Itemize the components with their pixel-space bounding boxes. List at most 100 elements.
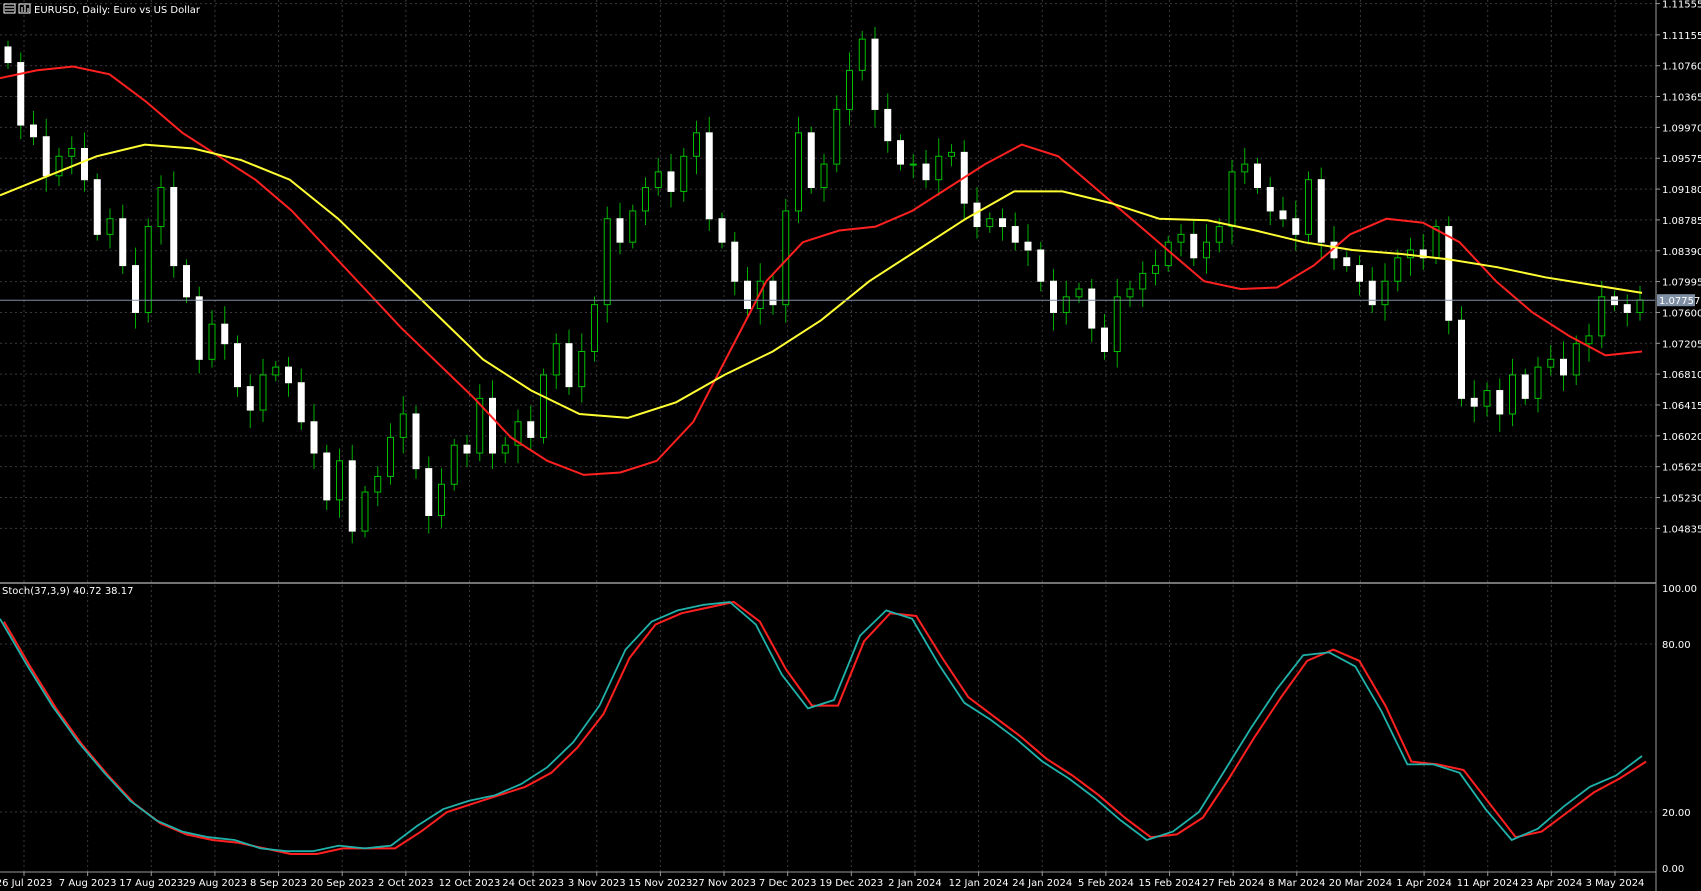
ma-fast-line: [0, 65, 1643, 476]
candle-up: [986, 218, 994, 228]
price-tick-label: 1.06810: [1662, 370, 1701, 381]
candle-down: [93, 179, 101, 235]
candle-up: [591, 304, 598, 352]
candle-down: [897, 140, 904, 165]
candle-down: [119, 218, 127, 267]
price-tick-label: 1.07205: [1662, 339, 1701, 350]
candle-down: [922, 163, 930, 181]
candle-down: [1623, 304, 1631, 313]
candle-up: [654, 171, 662, 189]
candle-down: [1266, 187, 1274, 212]
candle-up: [1305, 179, 1312, 235]
candle-up: [578, 351, 586, 388]
candle-down: [1317, 179, 1325, 243]
candle-up: [1228, 171, 1236, 228]
candle-down: [463, 444, 471, 454]
candle-down: [616, 218, 624, 243]
candle-up: [1381, 280, 1389, 306]
candle-down: [527, 421, 535, 438]
candles: [4, 27, 1644, 544]
candle-down: [170, 187, 178, 267]
candle-up: [1075, 288, 1083, 298]
candle-down: [1356, 265, 1363, 282]
candle-up: [603, 218, 611, 306]
price-axis: 1.11555 1.11155 1.10760 1.10365 1.09970 1.095…: [1656, 0, 1701, 535]
candle-up: [438, 483, 445, 516]
candle-up: [858, 38, 866, 71]
stoch-main-line: [0, 601, 1643, 853]
candle-down: [1101, 327, 1108, 352]
chart-title: EURUSD, Daily: Euro vs US Dollar: [34, 5, 201, 16]
candle-down: [1050, 280, 1057, 313]
time-tick-label: 12 Jan 2024: [949, 878, 1009, 889]
stoch-tick-label: 80.00: [1662, 640, 1691, 651]
candle-down: [871, 38, 879, 110]
candle-up: [1126, 288, 1134, 298]
candle-down: [412, 413, 420, 470]
candle-up: [1152, 265, 1159, 274]
price-tick-label: 1.04835: [1662, 524, 1701, 535]
candle-down: [1037, 249, 1045, 282]
candle-down: [731, 241, 739, 282]
candle-down: [1470, 397, 1478, 407]
candle-up: [909, 163, 917, 166]
candle-down: [718, 218, 726, 243]
candle-down: [565, 343, 573, 388]
current-price-tag: [1657, 294, 1695, 307]
price-tick-label: 1.11155: [1662, 31, 1701, 42]
candle-down: [1445, 226, 1453, 321]
candle-up: [552, 343, 560, 376]
candle-up: [157, 187, 165, 228]
price-tick-label: 1.05230: [1662, 494, 1701, 505]
candle-down: [285, 366, 292, 384]
time-tick-label: 19 Dec 2023: [819, 878, 883, 889]
price-tick-label: 1.06415: [1662, 401, 1701, 412]
candle-up: [514, 421, 522, 446]
candle-up: [374, 475, 382, 493]
candle-down: [30, 124, 37, 138]
price-tick-label: 1.09180: [1662, 185, 1701, 196]
candle-down: [973, 202, 981, 228]
candle-down: [348, 460, 356, 532]
time-tick-label: 8 Mar 2024: [1268, 878, 1325, 889]
price-tick-label: 1.11555: [1662, 0, 1701, 11]
time-tick-label: 15 Feb 2024: [1138, 878, 1200, 889]
candle-up: [1547, 358, 1555, 368]
candle-up: [55, 155, 63, 177]
candle-down: [1458, 319, 1465, 399]
time-tick-label: 1 Apr 2024: [1396, 878, 1451, 889]
ma-slow-line: [0, 143, 1643, 419]
candle-down: [323, 452, 331, 501]
candle-down: [183, 265, 190, 298]
candle-up: [1534, 366, 1542, 399]
candle-up: [540, 374, 547, 438]
candle-down: [1088, 288, 1096, 329]
candle-down: [1254, 163, 1261, 189]
time-tick-label: 27 Nov 2023: [692, 878, 756, 889]
candle-up: [1509, 374, 1516, 415]
price-tick-label: 1.07600: [1662, 308, 1701, 319]
candle-up: [208, 323, 216, 360]
candle-up: [399, 413, 407, 438]
time-tick-label: 3 Nov 2023: [568, 878, 626, 889]
candle-down: [667, 171, 675, 192]
time-tick-label: 27 Feb 2024: [1202, 878, 1264, 889]
candle-up: [642, 187, 649, 212]
candle-down: [807, 132, 815, 189]
stoch-tick-label: 0.00: [1662, 864, 1684, 875]
candle-up: [106, 218, 114, 235]
price-tick-label: 1.09970: [1662, 123, 1701, 134]
candle-up: [1139, 272, 1147, 290]
candle-up: [1177, 233, 1185, 243]
time-tick-label: 7 Aug 2023: [59, 878, 117, 889]
candle-down: [1292, 218, 1300, 235]
stoch-tick-label: 100.00: [1662, 584, 1697, 595]
candle-up: [1598, 296, 1606, 337]
candle-down: [999, 218, 1006, 228]
candle-down: [1011, 226, 1019, 243]
candle-down: [1024, 241, 1032, 251]
time-tick-label: 3 May 2024: [1586, 878, 1645, 889]
time-tick-label: 29 Aug 2023: [183, 878, 247, 889]
stoch-axis: 100.00 80.00 20.00 0.00: [1662, 584, 1697, 875]
